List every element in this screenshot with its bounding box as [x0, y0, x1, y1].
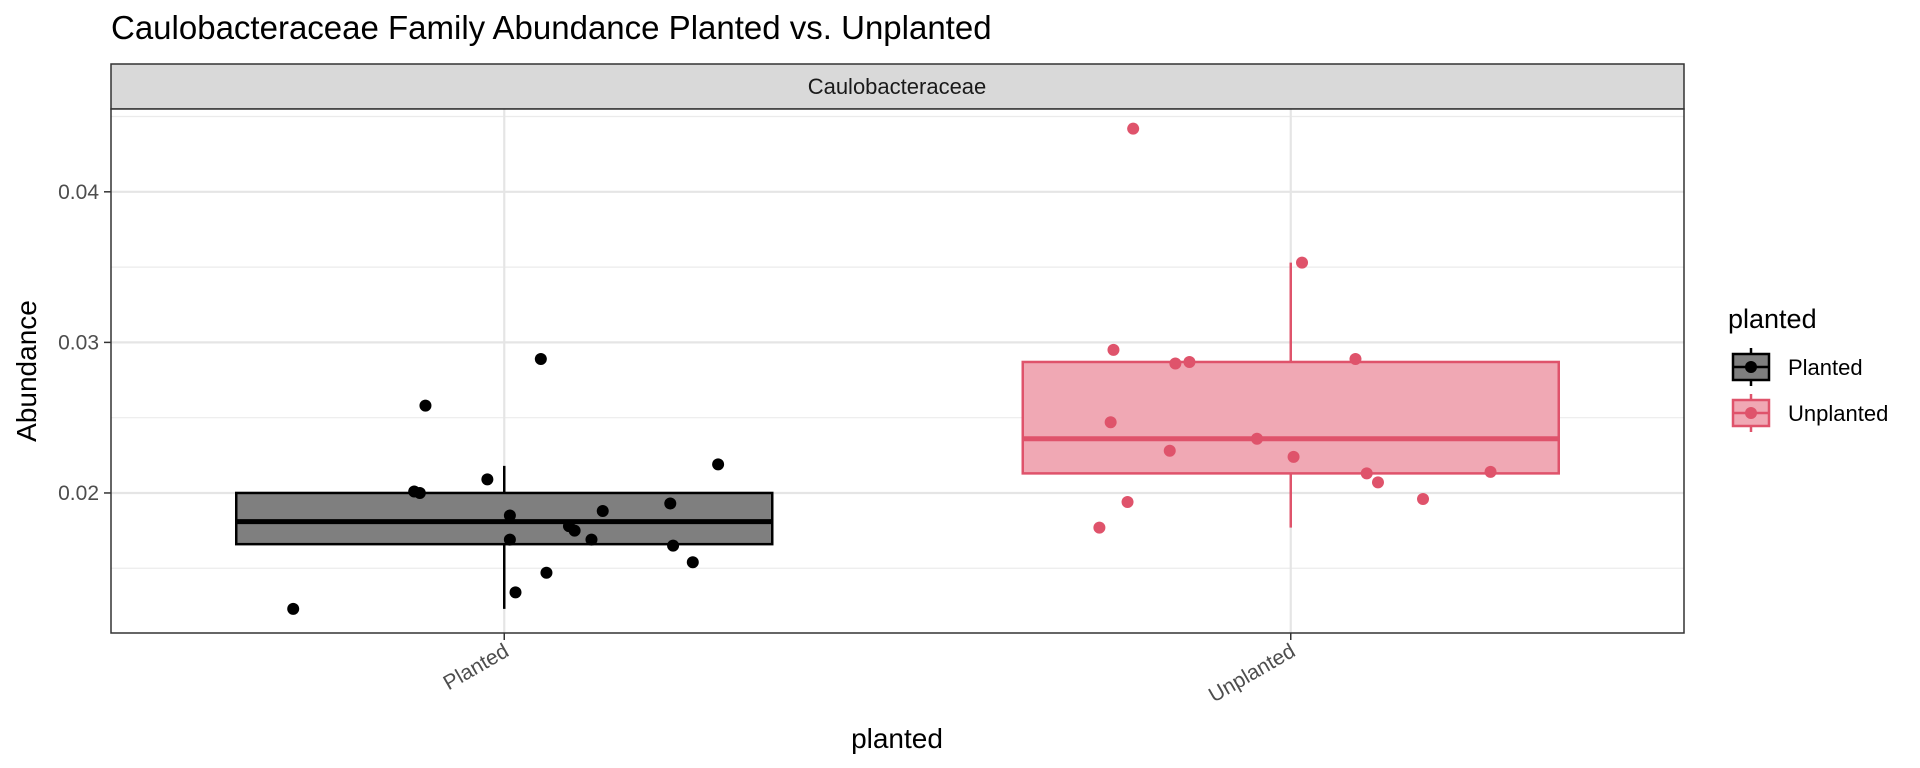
data-point-planted — [419, 399, 432, 412]
data-point-unplanted — [1417, 492, 1430, 505]
data-point-unplanted — [1127, 122, 1140, 135]
data-point-unplanted — [1371, 476, 1384, 489]
data-point-planted — [712, 458, 725, 471]
x-tick-label: Unplanted — [1205, 639, 1299, 707]
data-point-planted — [540, 566, 553, 579]
data-point-planted — [664, 497, 677, 510]
data-point-unplanted — [1121, 496, 1134, 508]
panel-border — [110, 108, 1685, 634]
data-point-unplanted — [1163, 444, 1176, 457]
legend-label: Planted — [1788, 355, 1863, 380]
data-point-planted — [287, 602, 300, 615]
y-tick-label: 0.03 — [58, 331, 99, 354]
data-point-planted — [413, 486, 426, 499]
data-point-planted — [481, 473, 494, 486]
legend-label: Unplanted — [1788, 401, 1888, 426]
data-point-planted — [667, 539, 680, 552]
data-point-planted — [686, 556, 699, 569]
boxplot-planted — [235, 465, 774, 609]
data-point-unplanted — [1104, 416, 1117, 429]
box-iqr — [235, 491, 774, 546]
facet-strip-label: Caulobacteraceae — [808, 74, 987, 99]
x-tick-label: Planted — [440, 639, 513, 695]
plot-panel — [110, 108, 1685, 634]
data-point-planted — [585, 533, 598, 546]
data-point-unplanted — [1349, 352, 1362, 365]
data-point-planted — [509, 586, 522, 599]
legend-key-point — [1745, 361, 1757, 373]
data-point-unplanted — [1183, 355, 1196, 368]
legend-key-point — [1745, 407, 1757, 419]
grid — [111, 109, 1684, 633]
legend-title: planted — [1728, 304, 1817, 334]
chart-title: Caulobacteraceae Family Abundance Plante… — [111, 9, 992, 46]
legend-item-planted: Planted — [1731, 348, 1863, 386]
data-point-planted — [534, 352, 547, 365]
data-point-planted — [503, 509, 516, 522]
data-point-unplanted — [1360, 467, 1373, 480]
legend: planted Planted Unplanted — [1728, 304, 1888, 432]
data-points — [287, 122, 1497, 615]
data-point-unplanted — [1093, 521, 1106, 534]
data-point-planted — [503, 533, 516, 546]
legend-item-unplanted: Unplanted — [1731, 394, 1888, 432]
x-axis: Planted Unplanted — [440, 633, 1299, 707]
y-axis-title: Abundance — [11, 300, 42, 442]
facet-strip — [110, 63, 1685, 110]
y-tick-label: 0.04 — [58, 181, 99, 204]
data-point-planted — [568, 524, 581, 537]
data-point-unplanted — [1296, 256, 1309, 269]
data-point-unplanted — [1484, 465, 1497, 478]
data-point-unplanted — [1287, 450, 1300, 463]
x-axis-title: planted — [851, 723, 943, 754]
data-point-unplanted — [1169, 357, 1182, 370]
y-axis: 0.02 0.03 0.04 — [58, 181, 111, 505]
data-point-planted — [596, 505, 609, 518]
y-tick-label: 0.02 — [58, 482, 99, 505]
data-point-unplanted — [1107, 343, 1120, 356]
data-point-unplanted — [1250, 432, 1263, 445]
legend-items: Planted Unplanted — [1731, 348, 1888, 432]
